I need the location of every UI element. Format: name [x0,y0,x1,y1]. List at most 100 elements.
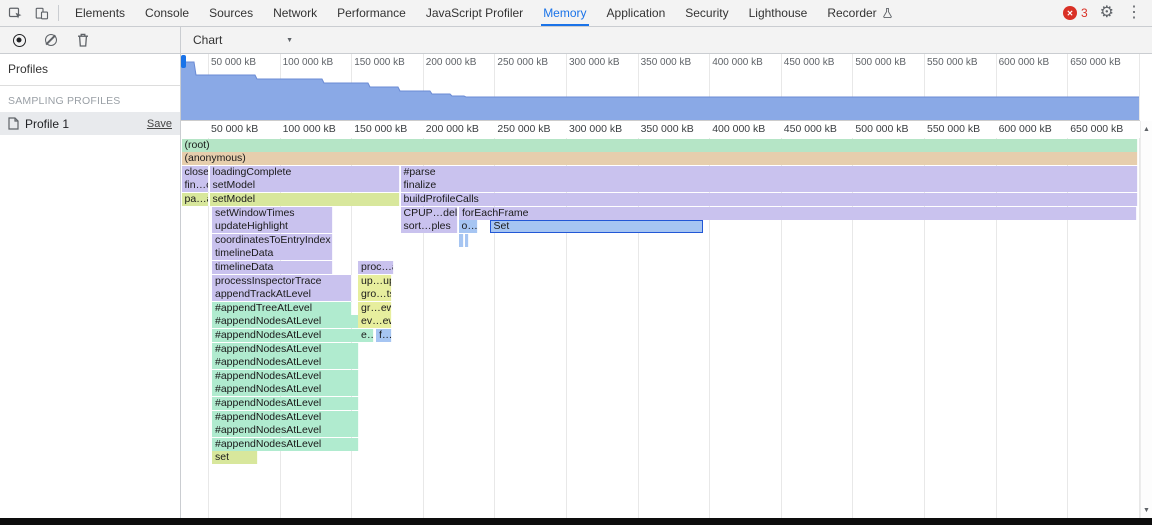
flame-bar-gro-ts[interactable]: gro…ts [358,288,392,302]
flame-bar-appendnodesatlevel[interactable]: #appendNodesAtLevel [212,342,359,356]
flame-bar[interactable] [458,233,464,247]
flame-bar[interactable] [465,233,469,247]
flame-bar-appendnodesatlevel[interactable]: #appendNodesAtLevel [212,328,359,342]
flame-bar-loadingcomplete[interactable]: loadingComplete [209,165,400,179]
flame-bar-set[interactable]: Set [489,220,703,234]
tab-recorder[interactable]: Recorder [817,0,902,26]
device-toolbar-icon[interactable] [29,1,53,25]
profiles-heading: Profiles [0,54,180,86]
profile-item[interactable]: Profile 1 Save [0,112,180,135]
tab-label: Application [606,6,666,20]
flame-bar-fin-ce[interactable]: fin…ce [181,179,209,193]
error-count: 3 [1080,6,1088,20]
flame-bar-up-up[interactable]: up…up [358,274,392,288]
flame-bar-foreachframe[interactable]: forEachFrame [459,206,1137,220]
tab-security[interactable]: Security [675,0,738,26]
overview-area-chart [181,61,1139,120]
flame-bar-ev-ew[interactable]: ev…ew [358,315,392,329]
gridline [566,54,567,120]
flame-bar-appendnodesatlevel[interactable]: #appendNodesAtLevel [212,315,359,329]
scroll-down-icon[interactable]: ▼ [1143,507,1150,514]
flame-bar-anonymous[interactable]: (anonymous) [181,152,1138,166]
record-heap-profile-button[interactable] [7,28,31,52]
flame-bar-pa-at[interactable]: pa…at [181,192,209,206]
gridline [566,138,567,518]
ruler-tick-label: 350 000 kB [640,123,694,135]
flame-bar-o-k[interactable]: o…k [458,220,478,234]
flame-bar-appendnodesatlevel[interactable]: #appendNodesAtLevel [212,369,359,383]
chevron-down-icon: ▼ [286,36,293,44]
flame-bar-setmodel[interactable]: setModel [209,179,400,193]
bottom-edge [0,518,1152,525]
view-select[interactable]: Chart ▼ [189,33,297,47]
gridline [709,138,711,518]
flame-bar-f-r[interactable]: f…r [376,328,392,342]
clear-profiles-button[interactable] [39,28,63,52]
ruler-tick-label: 650 000 kB [1070,57,1121,68]
flame-bar-appendnodesatlevel[interactable]: #appendNodesAtLevel [212,424,359,438]
flame-bar-cpup-del[interactable]: CPUP…del [400,206,458,220]
flame-bar-appendnodesatlevel[interactable]: #appendNodesAtLevel [212,410,359,424]
ruler-tick-label: 600 000 kB [998,123,1052,135]
flame-bar-appendtrackatlevel[interactable]: appendTrackAtLevel [212,288,352,302]
memory-usage-line [181,61,1139,98]
flame-bar-timelinedata[interactable]: timelineData [212,260,333,274]
tab-label: Lighthouse [748,6,808,20]
gridline [494,138,496,518]
flame-bars: (root) (anonymous) close loadingComplete #pa… [181,138,1140,518]
flame-bar-appendnodesatlevel[interactable]: #appendNodesAtLevel [212,356,359,370]
delete-profile-button[interactable] [71,28,95,52]
ruler-tick-label: 50 000 kB [211,123,259,135]
tab-memory[interactable]: Memory [533,0,596,26]
settings-gear-icon[interactable]: ⚙ [1099,4,1114,21]
range-handle[interactable] [181,55,186,68]
memory-overview[interactable]: 50 000 kB 100 000 kB 150 000 kB 200 000 kB 2… [181,54,1140,121]
flame-bar-processinspectortrace[interactable]: processInspectorTrace [212,274,352,288]
tab-application[interactable]: Application [597,0,676,26]
flame-bar-appendnodesatlevel[interactable]: #appendNodesAtLevel [212,437,359,451]
flame-bar-parse[interactable]: #parse [400,165,1138,179]
flame-bar-close[interactable]: close [181,165,209,179]
flame-bar-buildprofilecalls[interactable]: buildProfileCalls [400,192,1138,206]
flame-chart[interactable]: (root) (anonymous) close loadingComplete #pa… [181,138,1140,518]
tab-lighthouse[interactable]: Lighthouse [739,0,818,26]
ruler-tick-label: 100 000 kB [282,57,334,68]
tab-console[interactable]: Console [135,0,199,26]
flame-bar-setmodel[interactable]: setModel [209,192,400,206]
flame-bar-set[interactable]: set [212,451,258,465]
save-profile-link[interactable]: Save [146,117,172,130]
flame-bar-e[interactable]: e… [358,328,374,342]
console-error-badge[interactable]: ✕ 3 [1062,6,1088,20]
ruler-tick-label: 100 000 kB [282,123,336,135]
ruler-tick-label: 150 000 kB [354,123,408,135]
clear-icon [45,34,57,46]
ruler-tick-label: 250 000 kB [497,123,551,135]
vertical-scrollbar[interactable]: ▲ ▼ [1140,121,1152,518]
scroll-up-icon[interactable]: ▲ [1143,126,1150,133]
flame-bar-coordinatestoentryindex[interactable]: coordinatesToEntryIndex [212,233,333,247]
flame-bar-updatehighlight[interactable]: updateHighlight [212,220,333,234]
gridline [995,54,997,120]
tab-performance[interactable]: Performance [327,0,416,26]
tab-javascript-profiler[interactable]: JavaScript Profiler [416,0,533,26]
devtools-tab-bar: Elements Console Sources Network Performance… [0,0,1152,27]
flame-bar-root[interactable]: (root) [181,138,1138,152]
flame-bar-appendnodesatlevel[interactable]: #appendNodesAtLevel [212,396,359,410]
flame-bar-sort-ples[interactable]: sort…ples [400,220,458,234]
inspect-element-icon[interactable] [3,1,27,25]
tab-elements[interactable]: Elements [65,0,135,26]
error-icon: ✕ [1062,6,1077,20]
ruler-tick-label: 200 000 kB [425,123,479,135]
flame-bar-appendtreeatlevel[interactable]: #appendTreeAtLevel [212,301,352,315]
tab-label: Memory [543,6,587,20]
more-options-icon[interactable]: ⋮ [1126,4,1142,21]
flame-bar-gr-ew[interactable]: gr…ew [358,301,392,315]
tab-sources[interactable]: Sources [199,0,263,26]
tab-network[interactable]: Network [263,0,327,26]
flame-bar-setwindowtimes[interactable]: setWindowTimes [212,206,333,220]
flame-bar-finalize[interactable]: finalize [400,179,1138,193]
flame-bar-appendnodesatlevel[interactable]: #appendNodesAtLevel [212,383,359,397]
flame-bar-proc-ata[interactable]: proc…ata [358,260,394,274]
flame-bar-timelinedata[interactable]: timelineData [212,247,333,261]
